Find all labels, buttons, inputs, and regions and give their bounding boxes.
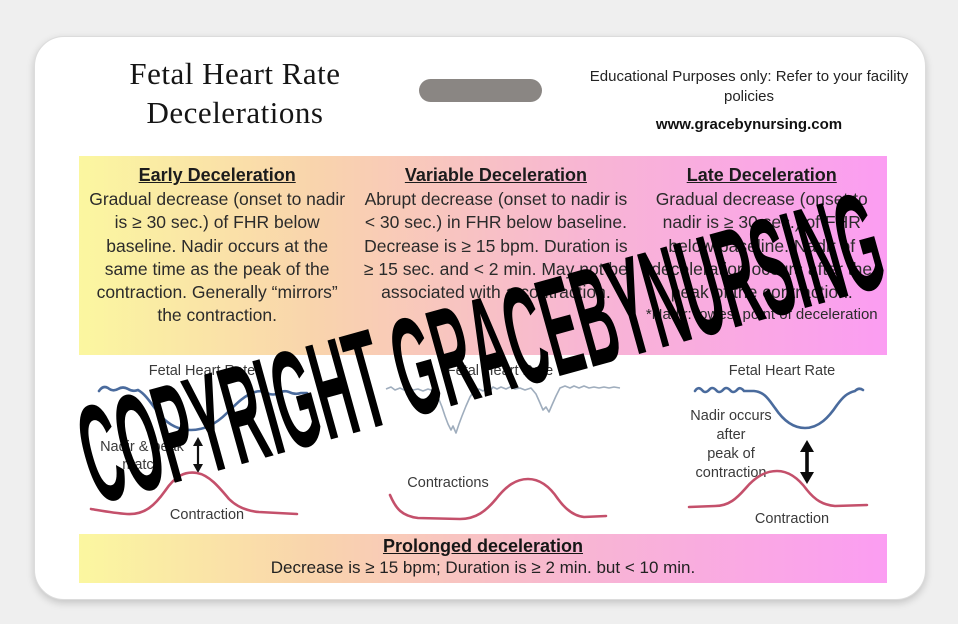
website-link[interactable]: www.gracebynursing.com xyxy=(655,116,843,133)
early-match-arrow-icon xyxy=(193,437,203,473)
variable-deceleration-diagram: Fetal Heart Rate Contractions xyxy=(385,363,621,521)
early-fhr-curve xyxy=(97,385,309,432)
variable-deceleration-body: Abrupt decrease (onset to nadir is < 30 … xyxy=(363,189,628,303)
late-annotation-line3: peak of xyxy=(707,446,756,462)
early-deceleration-heading: Early Deceleration xyxy=(138,165,296,185)
card-title: Fetal Heart Rate Decelerations xyxy=(90,55,380,133)
early-deceleration-column: Early Deceleration Gradual decrease (ons… xyxy=(79,156,355,355)
early-annotation-line2: match xyxy=(122,457,162,473)
early-contraction-curve xyxy=(89,471,299,516)
variable-fhr-label: Fetal Heart Rate xyxy=(447,363,553,379)
disclaimer-block: Educational Purposes only: Refer to your… xyxy=(573,67,925,135)
badge-slot-cutout xyxy=(419,79,542,102)
card-title-line1: Fetal Heart Rate xyxy=(129,56,341,91)
variable-contraction-curve xyxy=(388,477,608,521)
early-annotation-line1: Nadir & peak xyxy=(100,439,185,455)
prolonged-deceleration-body: Decrease is ≥ 15 bpm; Duration is ≥ 2 mi… xyxy=(270,558,696,577)
late-offset-arrow-icon xyxy=(800,440,814,484)
variable-contractions-label: Contractions xyxy=(407,475,488,491)
prolonged-deceleration-heading: Prolonged deceleration xyxy=(382,536,584,556)
reference-card: Fetal Heart Rate Decelerations Education… xyxy=(34,36,926,600)
late-annotation-line4: contraction xyxy=(696,465,767,481)
deceleration-types-band: Early Deceleration Gradual decrease (ons… xyxy=(79,156,887,355)
late-contraction-curve xyxy=(687,469,869,509)
early-contraction-label: Contraction xyxy=(170,507,244,523)
early-fhr-label: Fetal Heart Rate xyxy=(149,363,255,379)
late-fhr-label: Fetal Heart Rate xyxy=(729,363,835,379)
variable-fhr-curve xyxy=(385,385,621,434)
late-deceleration-body: Gradual decrease (onset to nadir is ≥ 30… xyxy=(651,189,873,303)
prolonged-deceleration-band: Prolonged deceleration Decrease is ≥ 15 … xyxy=(79,534,887,583)
disclaimer-text: Educational Purposes only: Refer to your… xyxy=(589,68,909,105)
late-fhr-curve xyxy=(693,386,865,430)
late-annotation-line2: after xyxy=(716,427,745,443)
late-deceleration-column: Late Deceleration Gradual decrease (onse… xyxy=(637,156,887,355)
nadir-definition-note: *Nadir: lowest point of deceleration xyxy=(645,306,878,324)
card-title-line2: Decelerations xyxy=(146,94,324,130)
late-deceleration-heading: Late Deceleration xyxy=(686,165,837,185)
late-contraction-label: Contraction xyxy=(755,511,829,527)
late-deceleration-diagram: Fetal Heart Rate Nadir occurs after peak… xyxy=(687,363,869,527)
variable-deceleration-heading: Variable Deceleration xyxy=(404,165,587,185)
early-deceleration-body: Gradual decrease (onset to nadir is ≥ 30… xyxy=(89,189,346,326)
early-deceleration-diagram: Fetal Heart Rate Nadir & peak match Cont… xyxy=(89,363,309,523)
variable-deceleration-column: Variable Deceleration Abrupt decrease (o… xyxy=(355,156,636,355)
late-annotation-line1: Nadir occurs xyxy=(690,408,771,424)
